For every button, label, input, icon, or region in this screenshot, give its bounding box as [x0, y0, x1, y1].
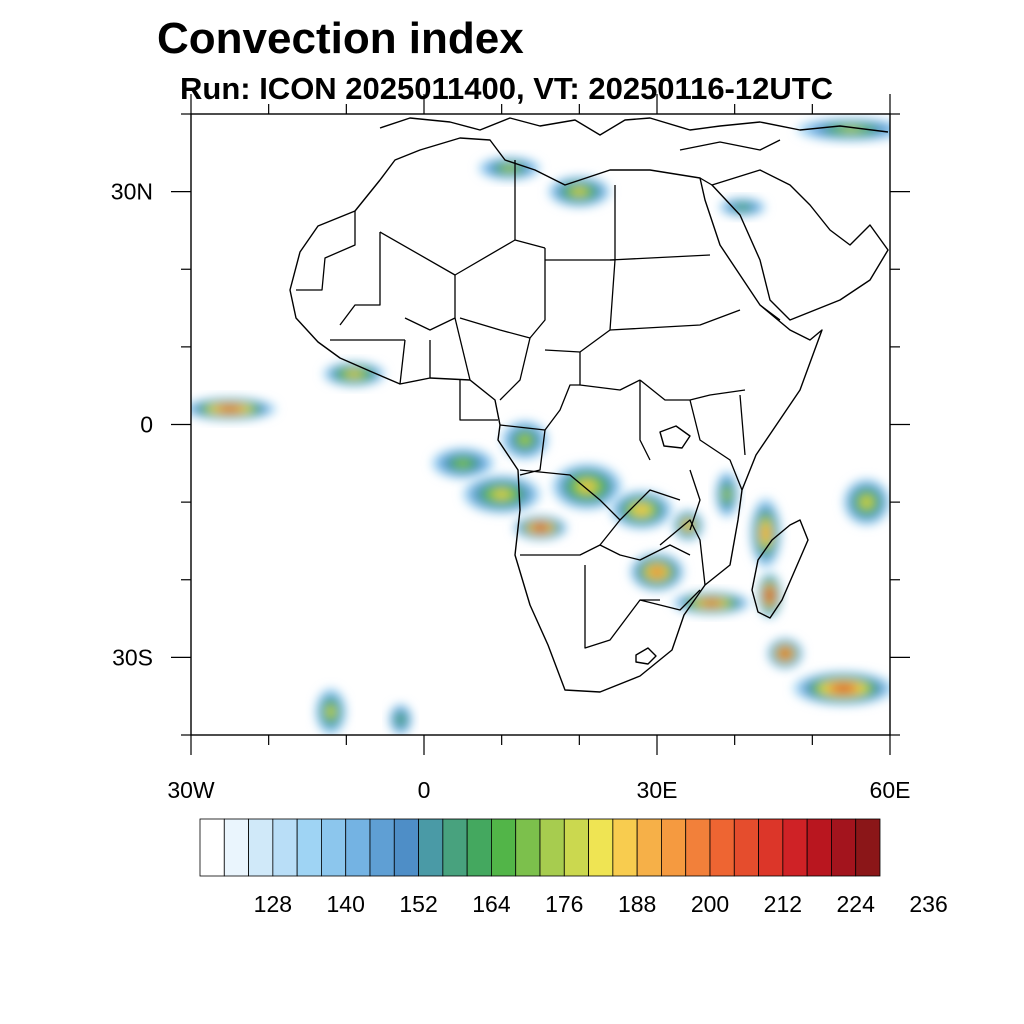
colorbar-box: [685, 818, 711, 877]
convection-cell-angola-core: [513, 515, 568, 541]
colorbar-label: 164: [472, 891, 511, 917]
lat-tick-label: 0: [140, 412, 153, 438]
colorbar-label: 236: [909, 891, 947, 917]
madagascar-coastline: [751, 519, 809, 619]
colorbar-box: [661, 818, 687, 877]
colorbar-box: [515, 818, 541, 877]
convection-cell-arabia-north: [796, 117, 890, 142]
convection-cell-equatorial-atlantic: [191, 397, 277, 421]
convection-cell-gulf-of-guinea-south: [431, 447, 494, 479]
lat-tick-label: 30N: [111, 179, 153, 205]
convection-cell-malawi: [672, 509, 704, 541]
turkey-coastline: [679, 139, 781, 151]
colorbar-box: [758, 818, 784, 877]
colorbar-box: [831, 818, 857, 877]
map-area: 30N 0 30S 30W 0 30E 60E: [111, 94, 911, 803]
convection-cell-south-atlantic-east: [389, 703, 413, 735]
colorbar-box: [223, 818, 249, 877]
convection-cell-zimbabwe: [629, 552, 685, 592]
colorbar-box: [393, 818, 419, 877]
convection-cell-cyclone-core: [767, 637, 804, 670]
colorbar-label: 140: [327, 891, 365, 917]
colorbar-box: [539, 818, 565, 877]
colorbar-box: [588, 818, 614, 877]
convection-field: [191, 117, 890, 735]
europe-coastline: [379, 117, 889, 136]
lake-victoria: [659, 425, 691, 449]
convection-cell-zambia: [610, 490, 673, 530]
colorbar-box: [369, 818, 395, 877]
colorbar-box: [272, 818, 298, 877]
colorbar-box: [466, 818, 492, 877]
colorbar-box: [782, 818, 808, 877]
colorbar-box: [442, 818, 468, 877]
colorbar-box: [709, 818, 735, 877]
convection-cell-indian-ocean-east: [843, 478, 890, 526]
colorbar-label: 188: [618, 891, 656, 917]
convection-cell-drc-south: [552, 463, 623, 510]
colorbar-box: [612, 818, 638, 877]
colorbar-box: [248, 818, 274, 877]
country-borders: [296, 160, 781, 649]
colorbar-label: 212: [764, 891, 802, 917]
convection-cell-guinea-coast: [323, 361, 386, 387]
colorbar-label: 152: [399, 891, 437, 917]
colorbar: [199, 818, 881, 877]
map-tick-labels: 30N 0 30S 30W 0 30E 60E: [111, 179, 911, 803]
colorbar-box: [418, 818, 444, 877]
colorbar-box: [636, 818, 662, 877]
convection-cell-angola-coast: [462, 474, 541, 514]
coastlines-and-borders: [289, 117, 889, 693]
colorbar-box: [855, 818, 881, 877]
convection-cell-gabon-congo: [501, 420, 549, 460]
colorbar-box: [563, 818, 589, 877]
lesotho-outline: [635, 647, 657, 665]
lat-tick-label: 30S: [112, 644, 153, 670]
colorbar-label: 224: [837, 891, 876, 917]
map-subtitle: Run: ICON 2025011400, VT: 20250116-12UTC: [180, 71, 834, 106]
arabia-coastline: [711, 169, 889, 321]
map-ticks: [171, 94, 910, 755]
lon-tick-label: 30W: [167, 777, 215, 803]
convection-cell-mozambique-channel: [672, 591, 751, 615]
convection-cell-south-atlantic: [315, 688, 347, 735]
convection-cell-madagascar-north: [750, 498, 782, 569]
lon-tick-label: 60E: [870, 777, 911, 803]
convection-cell-cyclone-tail: [792, 671, 890, 706]
colorbar-box: [733, 818, 759, 877]
lon-tick-label: 30E: [637, 777, 678, 803]
convection-cell-tanzania-coast: [715, 471, 739, 518]
colorbar-label: 128: [254, 891, 292, 917]
convection-cell-mediterranean-east: [548, 176, 611, 208]
convection-cell-libya-coast: [478, 156, 541, 180]
colorbar-label: 176: [545, 891, 583, 917]
map-background: [191, 114, 890, 735]
colorbar-box: [491, 818, 517, 877]
colorbar-box: [296, 818, 322, 877]
convection-cell-madagascar-south: [757, 571, 783, 619]
colorbar-box: [321, 818, 347, 877]
colorbar-box: [199, 818, 225, 877]
colorbar-labels: 128 140 152 164 176 188 200 212 224 236: [254, 891, 948, 917]
colorbar-label: 200: [691, 891, 729, 917]
lon-tick-label: 0: [418, 777, 431, 803]
map-title: Convection index: [157, 14, 524, 63]
colorbar-box: [345, 818, 371, 877]
colorbar-box: [806, 818, 832, 877]
